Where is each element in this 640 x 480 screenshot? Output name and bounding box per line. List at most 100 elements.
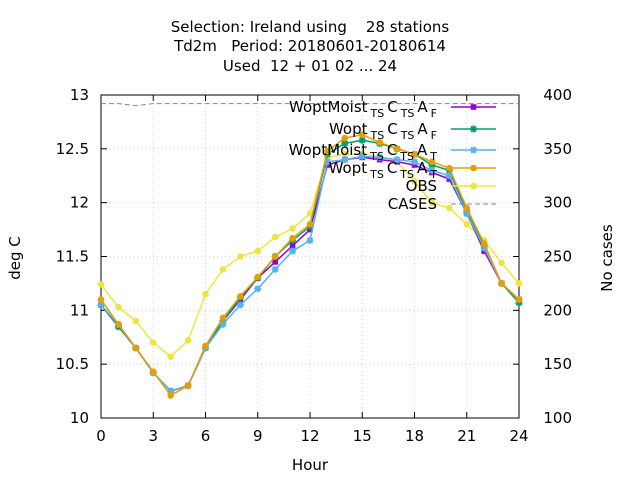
data-point bbox=[428, 166, 436, 174]
data-point bbox=[470, 104, 477, 110]
data-point bbox=[167, 387, 175, 395]
data-point bbox=[323, 158, 331, 166]
data-point bbox=[341, 139, 349, 147]
x-tick-label: 18 bbox=[405, 427, 424, 445]
series-line bbox=[101, 103, 519, 107]
data-point bbox=[498, 259, 505, 267]
data-point bbox=[428, 158, 436, 166]
legend-label-part: WoptMoist bbox=[289, 98, 368, 116]
legend-label-part: TS bbox=[369, 150, 384, 163]
data-point bbox=[358, 152, 366, 160]
y-axis: 10 10.5 11 11.5 12 12.5 13 bbox=[56, 86, 107, 427]
legend-entry: CASES bbox=[388, 195, 496, 213]
data-point bbox=[132, 317, 140, 325]
data-point bbox=[480, 244, 488, 252]
legend-label-part: C bbox=[387, 159, 397, 177]
legend-label-part: TS bbox=[400, 107, 415, 120]
title-line-3: Used 12 + 01 02 ... 24 bbox=[223, 57, 397, 75]
data-point bbox=[254, 247, 262, 255]
legend-label-part: C bbox=[387, 120, 397, 138]
data-point bbox=[184, 382, 192, 390]
data-point bbox=[236, 301, 244, 309]
legend-label-part: T bbox=[429, 168, 437, 181]
data-point bbox=[324, 147, 331, 155]
series-line bbox=[100, 134, 520, 397]
legend-label-part: OBS bbox=[406, 177, 437, 195]
data-point bbox=[463, 204, 471, 212]
data-point bbox=[149, 339, 157, 346]
data-point bbox=[289, 225, 296, 232]
x-tick-label: 12 bbox=[300, 427, 319, 445]
legend-label-part: TS bbox=[369, 168, 384, 181]
data-point bbox=[97, 281, 105, 288]
legend-label-part: F bbox=[431, 129, 437, 142]
y2-tick-label: 300 bbox=[543, 194, 572, 212]
data-point bbox=[515, 296, 523, 303]
y-tick-label: 10 bbox=[70, 409, 89, 427]
legend-entry: Wopt TS C TS A F bbox=[329, 120, 496, 142]
data-point bbox=[115, 321, 122, 328]
legend-label-part: A bbox=[417, 159, 428, 177]
data-point bbox=[411, 150, 418, 158]
data-point bbox=[446, 164, 453, 172]
data-point bbox=[341, 150, 349, 158]
series-3 bbox=[97, 131, 523, 399]
data-point bbox=[463, 220, 471, 228]
chart-title: Selection: Ireland using 28 stations Td2… bbox=[171, 18, 450, 75]
series-layer bbox=[97, 103, 523, 399]
data-point bbox=[115, 303, 122, 311]
legend-label: WoptMoist TS C TS A T bbox=[289, 141, 438, 163]
data-point bbox=[470, 125, 477, 133]
data-point bbox=[202, 290, 209, 298]
x-tick-label: 9 bbox=[253, 427, 263, 445]
y2-tick-label: 250 bbox=[543, 248, 572, 266]
legend-label-part: TS bbox=[370, 107, 385, 120]
data-point bbox=[358, 131, 366, 139]
data-point bbox=[272, 259, 278, 265]
y2-tick-label: 150 bbox=[543, 355, 572, 373]
data-point bbox=[271, 253, 279, 260]
data-point bbox=[358, 136, 366, 144]
x-axis: 0 3 6 9 12 15 18 21 24 bbox=[96, 95, 529, 445]
y2-axis-label: No cases bbox=[598, 224, 616, 292]
legend-label: CASES bbox=[388, 195, 437, 213]
data-point bbox=[480, 240, 488, 247]
legend-label-part: Wopt bbox=[329, 120, 368, 138]
x-tick-label: 3 bbox=[148, 427, 158, 445]
data-point bbox=[167, 353, 174, 360]
data-point bbox=[411, 158, 418, 166]
data-point bbox=[289, 242, 296, 249]
series-line bbox=[100, 139, 520, 392]
data-point bbox=[219, 314, 227, 322]
data-point bbox=[167, 392, 174, 399]
data-point bbox=[376, 153, 384, 161]
data-point bbox=[97, 296, 105, 303]
data-point bbox=[97, 301, 105, 309]
data-point bbox=[306, 236, 314, 244]
y-tick-label: 12 bbox=[70, 194, 89, 212]
data-point bbox=[132, 344, 140, 352]
legend-entry: Wopt TS C TS A T bbox=[329, 159, 496, 181]
data-point bbox=[376, 139, 383, 146]
y-tick-label: 11.5 bbox=[56, 248, 89, 266]
data-point bbox=[289, 247, 297, 255]
legend-label-part: TS bbox=[400, 129, 415, 142]
data-point bbox=[411, 177, 418, 185]
data-point bbox=[289, 234, 296, 242]
y-tick-label: 13 bbox=[70, 86, 89, 104]
legend-label-part: WoptMoist bbox=[289, 141, 368, 159]
legend-label-part: TS bbox=[399, 150, 414, 163]
legend-label-part: C bbox=[387, 98, 397, 116]
data-point bbox=[219, 266, 227, 273]
y-tick-label: 11 bbox=[70, 301, 89, 319]
data-point bbox=[428, 199, 436, 206]
data-point bbox=[515, 280, 523, 287]
legend-entry: WoptMoist TS C TS A F bbox=[289, 98, 496, 120]
y-tick-label: 12.5 bbox=[56, 140, 89, 158]
legend-label-part: T bbox=[429, 150, 437, 163]
legend-label: Wopt TS C TS A T bbox=[329, 159, 438, 181]
y-tick-label: 10.5 bbox=[56, 355, 89, 373]
legend-entry: OBS bbox=[406, 177, 496, 195]
